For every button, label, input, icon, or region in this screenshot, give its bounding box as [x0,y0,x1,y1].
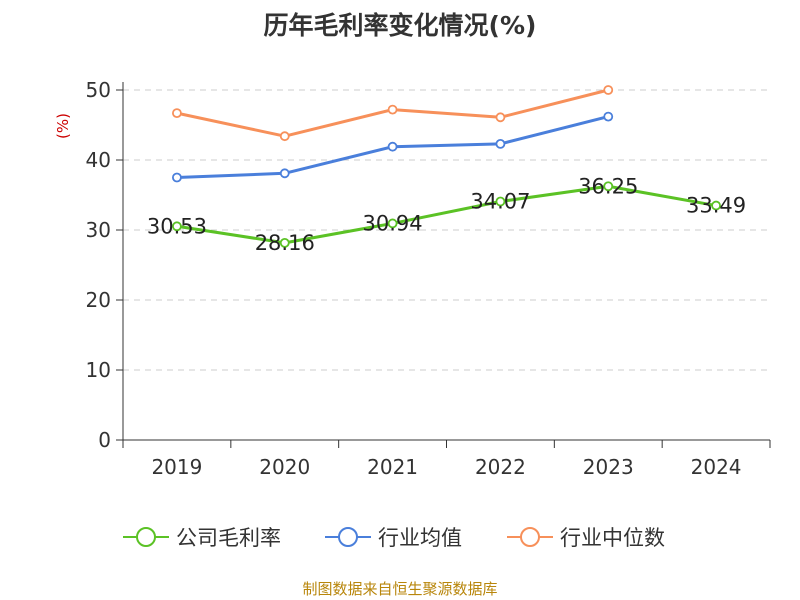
data-label: 30.53 [147,214,207,238]
data-point[interactable] [279,131,290,142]
y-tick-label: 0 [98,428,111,452]
data-point[interactable] [172,221,182,232]
series-1 [172,111,614,183]
legend-item-industry-median[interactable]: 行业中位数 [506,522,665,552]
data-label: 33.49 [686,194,746,218]
x-tick-label: 2022 [475,455,526,479]
data-point[interactable] [279,237,290,248]
data-point[interactable] [387,141,398,152]
x-tick-label: 2020 [259,455,310,479]
grid-lines [123,89,770,371]
data-point[interactable] [172,172,182,183]
x-tick-label: 2023 [583,455,634,479]
legend-label: 行业中位数 [560,526,665,550]
axes: 0 10 20 30 40 50 2019 2020 2021 2022 2023 2024 [86,78,771,479]
data-label: 28.16 [255,231,315,255]
y-tick-label: 20 [86,288,111,312]
legend-line-marker-icon [325,527,371,547]
legend-line-marker-icon [507,527,553,547]
legend-item-company[interactable]: 公司毛利率 [122,522,281,552]
chart-legend: 公司毛利率 行业均值 行业中位数 [0,522,800,552]
data-point[interactable] [603,111,614,122]
series-2 [172,85,614,142]
data-point[interactable] [495,112,506,123]
y-tick-label: 40 [86,148,111,172]
data-point[interactable] [387,218,398,229]
y-tick-label: 50 [86,78,111,102]
y-tick-label: 30 [86,218,111,242]
data-point[interactable] [711,200,721,211]
y-tick-label: 10 [86,358,111,382]
series-0 [172,181,721,248]
x-tick-label: 2019 [151,455,202,479]
data-point[interactable] [603,181,614,192]
source-note: 制图数据来自恒生聚源数据库 [302,580,498,598]
data-point[interactable] [495,196,506,207]
chart-title: 历年毛利率变化情况(%) [263,11,537,40]
series-lines [172,85,721,248]
x-tick-label: 2024 [691,455,742,479]
data-label: 30.94 [363,211,423,235]
legend-label: 公司毛利率 [176,526,281,550]
x-tick-label: 2021 [367,455,418,479]
legend-label: 行业均值 [378,526,462,550]
data-point[interactable] [387,104,398,115]
data-point[interactable] [279,168,290,179]
data-label: 36.25 [578,174,638,198]
data-label: 34.07 [470,190,530,214]
series-line [176,184,717,245]
y-axis-label: (%) [54,113,72,139]
data-labels: 30.53 28.16 30.94 34.07 36.25 33.49 [147,174,746,255]
data-point[interactable] [172,108,182,118]
data-point[interactable] [603,85,614,95]
legend-item-industry-avg[interactable]: 行业均值 [324,522,462,552]
legend-line-marker-icon [123,527,169,547]
data-point[interactable] [495,138,506,149]
